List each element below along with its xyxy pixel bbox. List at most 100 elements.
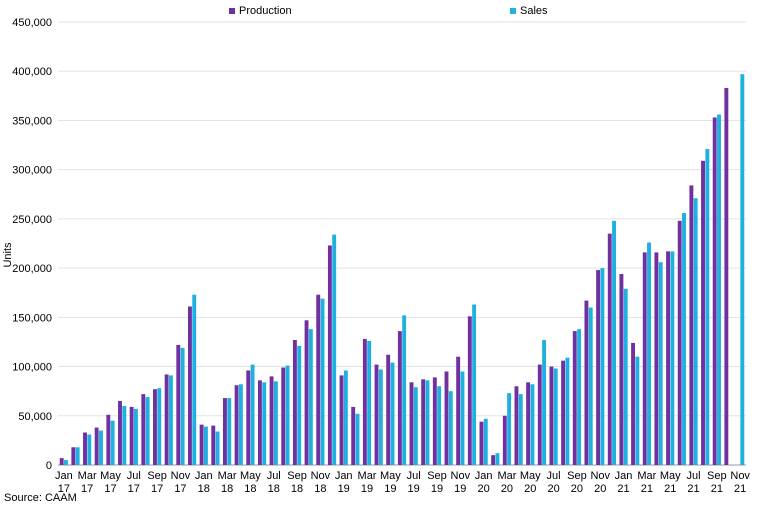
x-tick-year: 18 xyxy=(314,483,326,495)
bar-sales xyxy=(367,340,372,465)
bar-sales xyxy=(378,369,383,465)
y-tick-label: 150,000 xyxy=(12,312,52,324)
bar-production xyxy=(619,274,624,465)
bar-sales xyxy=(448,391,453,465)
x-tick-month: Jan xyxy=(475,470,493,482)
bar-production xyxy=(537,364,542,465)
x-tick-year: 21 xyxy=(664,483,676,495)
bar-sales xyxy=(343,370,348,465)
bar-production xyxy=(444,371,449,465)
bar-sales xyxy=(670,251,675,465)
bar-production xyxy=(677,220,682,465)
bar-production xyxy=(432,377,437,465)
bar-production xyxy=(351,406,356,465)
production-swatch xyxy=(229,8,235,14)
bar-sales xyxy=(425,380,430,465)
bar-production xyxy=(234,385,239,465)
x-tick-year: 18 xyxy=(291,483,303,495)
x-tick-year: 20 xyxy=(524,483,536,495)
x-tick-month: May xyxy=(380,470,401,482)
bar-production xyxy=(421,379,426,465)
y-axis-label: Units xyxy=(2,242,14,268)
x-tick-year: 21 xyxy=(617,483,629,495)
y-tick-label: 0 xyxy=(46,460,52,472)
bar-production xyxy=(362,338,367,465)
bar-sales xyxy=(390,362,395,465)
bar-sales xyxy=(565,357,570,465)
bar-production xyxy=(631,342,636,465)
y-tick-label: 50,000 xyxy=(18,411,52,423)
bar-sales xyxy=(588,307,593,465)
bar-production xyxy=(246,370,251,465)
x-tick-year: 20 xyxy=(478,483,490,495)
bar-sales xyxy=(332,234,337,465)
y-tick-label: 200,000 xyxy=(12,263,52,275)
bar-sales xyxy=(238,384,243,465)
bar-sales xyxy=(192,294,197,465)
x-tick-month: Jan xyxy=(335,470,353,482)
bar-sales xyxy=(647,242,651,465)
y-tick-label: 400,000 xyxy=(12,66,52,78)
bar-production xyxy=(222,398,227,465)
bar-sales xyxy=(717,114,721,465)
bar-sales xyxy=(658,262,663,465)
bar-sales xyxy=(635,356,640,465)
bar-sales xyxy=(495,453,500,465)
x-tick-year: 20 xyxy=(547,483,559,495)
bar-sales xyxy=(87,434,92,465)
bar-production xyxy=(654,252,659,465)
x-tick-month: Jul xyxy=(127,470,141,482)
x-tick-month: Mar xyxy=(497,470,516,482)
x-tick-year: 21 xyxy=(711,483,723,495)
x-tick-month: Sep xyxy=(427,470,447,482)
x-tick-year: 17 xyxy=(104,483,116,495)
bar-sales xyxy=(577,329,582,465)
bar-production xyxy=(71,447,76,465)
bar-sales xyxy=(110,420,115,465)
bar-sales xyxy=(402,315,407,465)
bar-production xyxy=(572,331,577,465)
bar-production xyxy=(502,415,507,465)
bar-production xyxy=(106,414,111,465)
bar-production xyxy=(386,354,391,465)
x-tick-year: 18 xyxy=(198,483,210,495)
bar-sales xyxy=(355,413,360,465)
bar-sales xyxy=(413,387,418,465)
bar-production xyxy=(199,424,204,465)
bar-sales xyxy=(507,393,512,465)
x-tick-month: Mar xyxy=(78,470,97,482)
x-tick-year: 18 xyxy=(221,483,233,495)
bar-sales xyxy=(122,405,127,465)
x-tick-month: Nov xyxy=(590,470,610,482)
bar-sales xyxy=(133,408,138,465)
bar-sales xyxy=(530,384,535,465)
y-tick-label: 100,000 xyxy=(12,362,52,374)
x-tick-month: May xyxy=(520,470,541,482)
bar-sales xyxy=(64,460,68,465)
x-tick-month: Jul xyxy=(407,470,421,482)
bar-production xyxy=(561,360,566,465)
bar-production xyxy=(397,331,402,465)
x-tick-year: 19 xyxy=(454,483,466,495)
bar-production xyxy=(118,401,122,465)
bar-production xyxy=(642,252,647,465)
bar-production xyxy=(339,375,344,465)
bar-production xyxy=(456,356,461,465)
bar-production xyxy=(257,380,262,465)
bar-sales xyxy=(168,375,173,465)
x-tick-year: 20 xyxy=(594,483,606,495)
x-tick-year: 20 xyxy=(501,483,513,495)
y-tick-label: 350,000 xyxy=(12,115,52,127)
bar-sales xyxy=(250,364,255,465)
bar-production xyxy=(689,185,694,465)
x-tick-year: 21 xyxy=(734,483,746,495)
bar-production xyxy=(327,245,332,465)
x-tick-month: Mar xyxy=(637,470,656,482)
x-axis: Jan17Mar17May17Jul17Sep17Nov17Jan18Mar18… xyxy=(55,470,750,495)
bar-sales xyxy=(705,148,710,465)
bar-production xyxy=(316,294,321,465)
bar-sales xyxy=(542,339,547,465)
x-tick-year: 18 xyxy=(244,483,256,495)
x-tick-month: Jul xyxy=(686,470,700,482)
